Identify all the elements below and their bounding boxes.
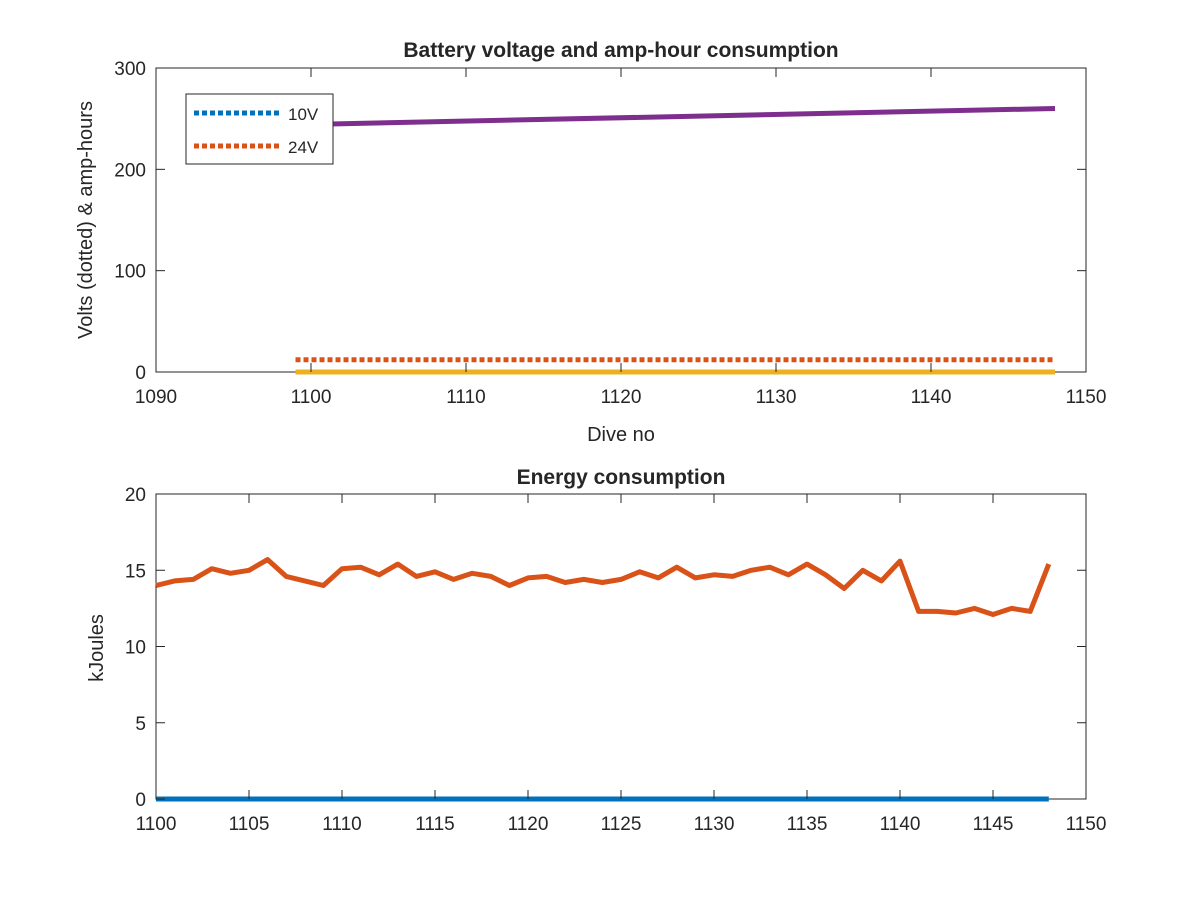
energy-x-tick-label: 1130	[694, 814, 735, 835]
battery-x-tick-label: 1120	[601, 387, 642, 408]
energy-x-tick-label: 1105	[229, 814, 270, 835]
battery-x-tick-label: 1090	[135, 387, 177, 408]
battery-y-axis-label: Volts (dotted) & amp-hours	[75, 101, 97, 339]
battery-chart-title: Battery voltage and amp-hour consumption	[403, 39, 838, 62]
battery-legend: 10V 24V	[185, 93, 334, 165]
energy-x-tick-label: 1125	[601, 814, 642, 835]
battery-x-tick-label: 1130	[756, 387, 797, 408]
energy-axes: 1100 1105 1110 1115 1120 1125 1130 1135 1140 1145…	[86, 466, 1106, 835]
energy-x-tick-label: 1100	[136, 814, 177, 835]
battery-x-tick-label: 1140	[911, 387, 952, 408]
energy-x-tick-label: 1150	[1066, 814, 1107, 835]
energy-y-tick-label: 15	[125, 561, 146, 582]
energy-x-tick-label: 1145	[973, 814, 1014, 835]
energy-x-tick-label: 1120	[508, 814, 549, 835]
energy-y-tick-label: 20	[125, 485, 146, 506]
battery-y-tick-label: 300	[114, 59, 146, 80]
battery-tick-group: 1090 1100 1110 1120 1130 1140 1150 0 100 200 300	[114, 59, 1106, 408]
energy-series-line-1	[155, 557, 1052, 617]
battery-x-tick-label: 1150	[1066, 387, 1107, 408]
legend-label-24v: 24V	[288, 138, 319, 157]
battery-x-axis-label: Dive no	[587, 424, 655, 446]
energy-x-tick-label: 1140	[880, 814, 921, 835]
energy-y-tick-label: 10	[125, 638, 146, 659]
legend-label-10v: 10V	[288, 105, 319, 124]
energy-x-tick-label: 1135	[787, 814, 828, 835]
battery-series-group	[295, 106, 1056, 375]
energy-x-tick-label: 1110	[322, 814, 361, 835]
energy-plot-area	[155, 493, 1087, 800]
energy-chart-title: Energy consumption	[517, 466, 726, 489]
legend-box	[185, 93, 334, 165]
battery-x-tick-label: 1100	[291, 387, 332, 408]
battery-y-tick-label: 0	[135, 363, 146, 384]
energy-y-tick-label: 5	[135, 714, 146, 735]
battery-axes: 1090 1100 1110 1120 1130 1140 1150 0 100 200 300 B…	[75, 39, 1106, 446]
battery-y-tick-label: 100	[114, 262, 146, 283]
energy-y-tick-label: 0	[135, 790, 146, 811]
battery-y-tick-label: 200	[114, 160, 146, 181]
energy-x-tick-label: 1115	[415, 814, 454, 835]
energy-tick-group: 1100 1105 1110 1115 1120 1125 1130 1135 1140 1145…	[125, 485, 1107, 835]
energy-y-axis-label: kJoules	[86, 614, 108, 682]
battery-x-tick-label: 1110	[446, 387, 485, 408]
battery-series-line-3	[295, 106, 1056, 128]
